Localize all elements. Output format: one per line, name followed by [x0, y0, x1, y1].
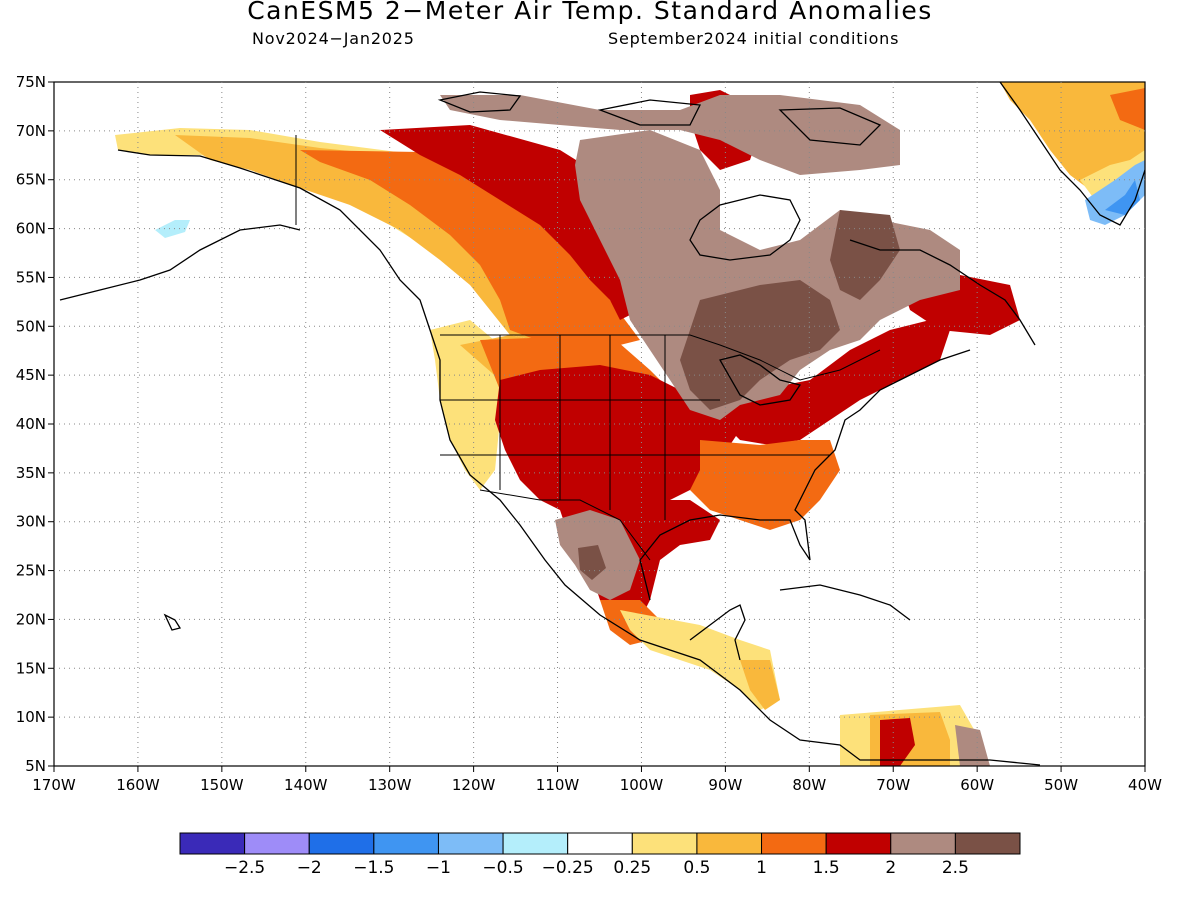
lon-tick-label: 110W	[536, 776, 580, 794]
colorbar-label: 1.5	[813, 858, 840, 878]
labrador-coast	[849, 239, 1036, 346]
colorbar-swatch	[696, 832, 763, 855]
hawaii-coast	[163, 613, 182, 631]
lat-tick-label: 10N	[16, 708, 46, 726]
region-central-america-orange	[740, 660, 780, 710]
colorbar-swatch	[437, 832, 504, 855]
lon-tick-label: 40W	[1128, 776, 1162, 794]
colorbar-label: −2.5	[224, 858, 265, 878]
lat-tick-label: 15N	[16, 659, 46, 677]
lon-tick-label: 170W	[32, 776, 76, 794]
colorbar-swatch	[761, 832, 827, 855]
lon-tick-label: 50W	[1044, 776, 1078, 794]
region-northeast-us-red	[700, 320, 950, 445]
map-title: CanESM5 2−Meter Air Temp. Standard Anoma…	[247, 0, 933, 25]
colorbar-swatch	[890, 832, 956, 855]
political-borders	[295, 135, 881, 561]
region-south-america-red	[880, 718, 915, 766]
region-greenland-yellow	[1000, 82, 1145, 190]
lon-tick-label: 60W	[960, 776, 994, 794]
lat-tick-label: 45N	[16, 366, 46, 384]
anomaly-field	[115, 82, 1145, 766]
lon-tick-label: 80W	[792, 776, 826, 794]
yucatan-coast	[689, 604, 746, 661]
colorbar-swatch	[954, 832, 1021, 855]
coastlines	[59, 82, 1145, 766]
colorbar-label: 2	[885, 858, 896, 878]
colorbar-label: −0.5	[482, 858, 523, 878]
lon-tick-label: 70W	[876, 776, 910, 794]
region-mexico-dark-brown	[578, 545, 606, 580]
lon-tick-label: 160W	[116, 776, 160, 794]
lon-tick-label: 130W	[368, 776, 412, 794]
region-ontario-dark-brown	[680, 280, 840, 410]
lat-tick-label: 35N	[16, 464, 46, 482]
lon-tick-label: 140W	[284, 776, 328, 794]
region-greenland-orange	[1110, 88, 1145, 130]
lat-tick-label: 30N	[16, 513, 46, 531]
forecast-period: Nov2024−Jan2025	[252, 29, 415, 48]
graticule	[54, 82, 1145, 766]
alaska-coast	[59, 224, 301, 301]
colorbar-label: −0.25	[542, 858, 594, 878]
colorbar-swatch	[308, 832, 375, 855]
north-america-coast	[117, 149, 1041, 766]
lat-tick-label: 50N	[16, 317, 46, 335]
lat-tick-label: 60N	[16, 220, 46, 238]
colorbar-label: 0.5	[683, 858, 710, 878]
lon-tick-label: 90W	[708, 776, 742, 794]
cuba-coast	[779, 584, 911, 621]
region-southeast-us-orange	[690, 440, 840, 530]
region-quebec-dark-brown	[830, 210, 900, 300]
region-hudson-bay-area-brown	[575, 130, 960, 420]
us-mexico-border	[479, 489, 651, 561]
lon-tick-label: 120W	[452, 776, 496, 794]
axis-ticks: 170W 160W 150W 140W 130W 120W 110W 100W 90W 80W 70…	[16, 73, 1162, 794]
hudson-bay-coast	[689, 194, 801, 261]
colorbar-swatch	[825, 832, 892, 855]
region-southwest-us-red	[495, 365, 740, 605]
colorbar-label: −1	[426, 858, 451, 878]
lat-tick-label: 65N	[16, 171, 46, 189]
colorbar-label: 0.25	[613, 858, 651, 878]
colorbar-swatch	[502, 832, 569, 855]
lat-tick-label: 75N	[16, 73, 46, 91]
lat-tick-label: 5N	[25, 757, 46, 775]
lat-tick-label: 25N	[16, 562, 46, 580]
lat-tick-label: 70N	[16, 122, 46, 140]
gulf-of-mexico-coast	[639, 349, 971, 601]
colorbar-label: 1	[756, 858, 767, 878]
colorbar-swatch	[179, 832, 246, 855]
colorbar-label: −1.5	[353, 858, 394, 878]
region-canadian-prairies-orange	[300, 150, 640, 350]
region-alaska-cold-spot	[155, 220, 190, 238]
lat-tick-label: 20N	[16, 610, 46, 628]
colorbar-swatch	[373, 832, 439, 855]
initial-conditions: September2024 initial conditions	[608, 29, 900, 48]
arctic-island-3	[778, 107, 882, 146]
colorbar-label: −2	[297, 858, 322, 878]
lat-tick-label: 40N	[16, 415, 46, 433]
lat-tick-label: 55N	[16, 268, 46, 286]
lon-tick-label: 150W	[200, 776, 244, 794]
region-gulf-coast-red	[625, 500, 720, 620]
colorbar-swatch	[244, 832, 310, 855]
arctic-island-2	[597, 99, 702, 126]
us-canada-border	[440, 334, 881, 381]
colorbar: −2.5 −2 −1.5 −1 −0.5 −0.25 0.25 0.5 1 1.5 2 2.5	[179, 832, 1021, 878]
colorbar-swatch	[567, 832, 633, 855]
great-lakes-coast	[719, 354, 802, 406]
arctic-island-1	[437, 91, 522, 113]
lon-tick-label: 100W	[620, 776, 664, 794]
greenland-coast	[999, 82, 1145, 226]
region-south-america-brown	[955, 725, 990, 766]
colorbar-label: 2.5	[942, 858, 969, 878]
colorbar-swatch	[631, 832, 698, 855]
